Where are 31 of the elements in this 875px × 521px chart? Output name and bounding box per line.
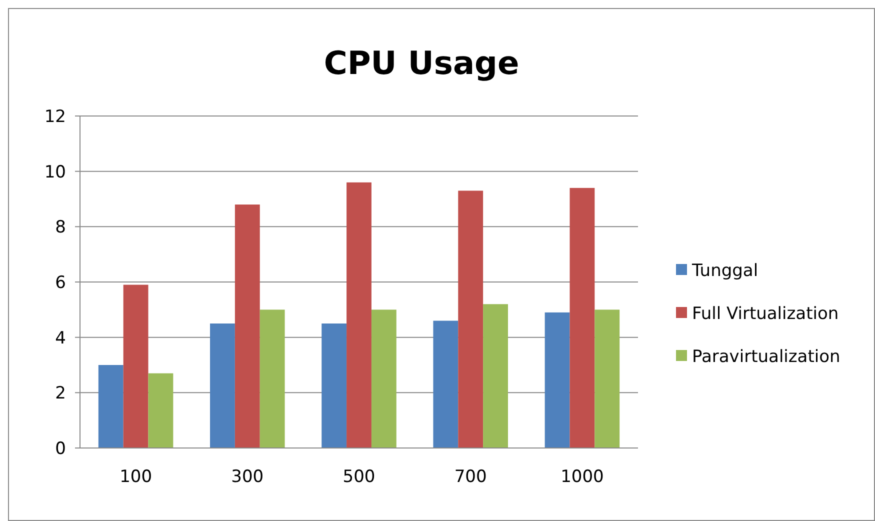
y-tick-label: 12 — [44, 106, 66, 127]
legend-label: Tunggal — [691, 260, 758, 281]
bar — [98, 365, 124, 448]
x-tick-label: 1000 — [560, 467, 604, 487]
bar — [371, 310, 396, 448]
bar — [458, 190, 484, 448]
legend-label: Paravirtualization — [692, 346, 840, 367]
bar — [346, 182, 372, 448]
y-tick-label: 4 — [55, 328, 66, 348]
bar — [483, 304, 508, 448]
bar — [570, 188, 595, 448]
bar — [123, 284, 148, 448]
x-tick-label: 700 — [454, 467, 487, 487]
y-tick-label: 6 — [55, 272, 66, 293]
chart-title: CPU Usage — [324, 44, 520, 82]
legend-label: Full Virtualization — [692, 304, 839, 324]
bar — [234, 204, 260, 448]
bar — [148, 373, 174, 448]
bar — [433, 320, 458, 448]
x-tick-label: 100 — [120, 467, 152, 487]
y-tick-label: 10 — [44, 162, 66, 182]
bar — [594, 310, 620, 448]
bar — [544, 312, 570, 448]
y-tick-label: 8 — [55, 218, 66, 238]
x-tick-label: 300 — [231, 467, 264, 487]
x-tick-label: 500 — [342, 467, 376, 487]
y-tick-label: 0 — [55, 438, 66, 459]
y-tick-label: 2 — [55, 384, 66, 404]
bar — [260, 310, 285, 448]
bar — [210, 324, 235, 448]
bar — [322, 324, 347, 448]
